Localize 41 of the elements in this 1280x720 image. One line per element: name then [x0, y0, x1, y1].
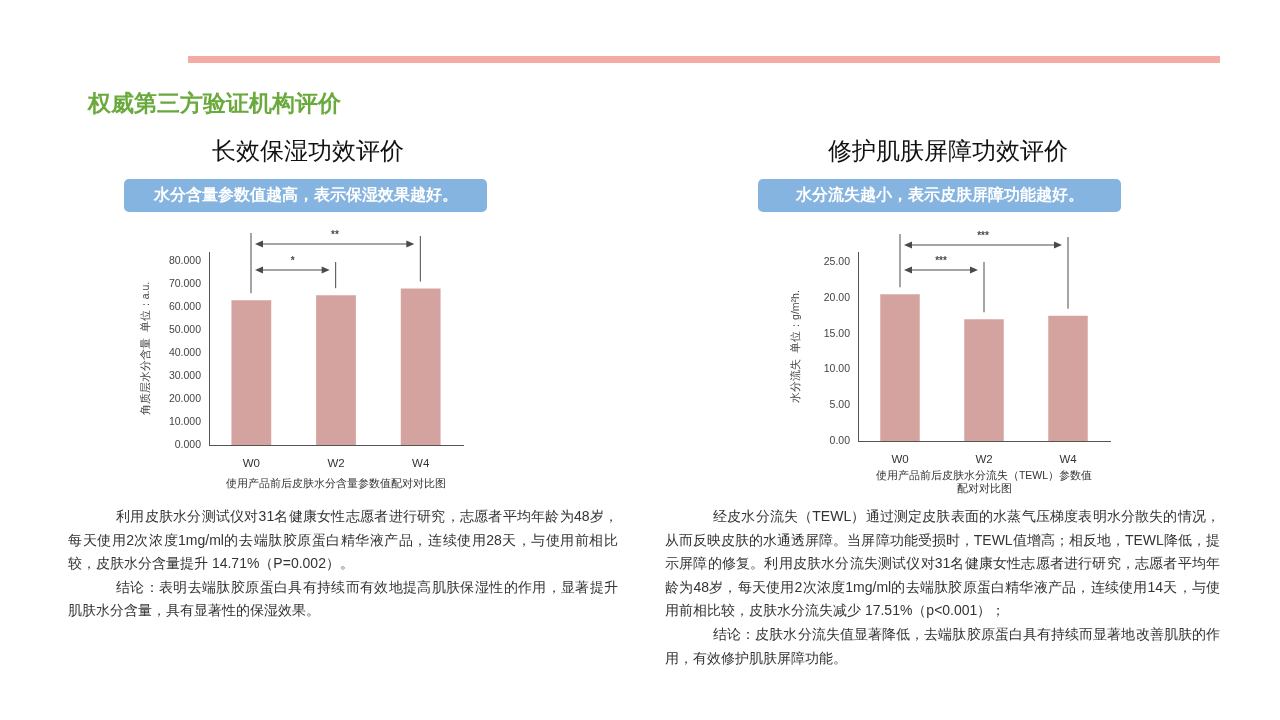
chart-title: 修护肌肤屏障功效评价 — [827, 136, 1069, 166]
y-tick-label: 10.00 — [823, 362, 851, 375]
text: *** — [977, 230, 989, 241]
y-tick-label: 0.000 — [174, 437, 202, 450]
x-axis-title: 使用产品前后皮肤水分含量参数值配对对比图 — [226, 476, 446, 489]
text: 经皮水分流失（TEWL）通过测定皮肤表面的水蒸气压梯度表明水分散失的情况，从而反映皮肤的水通透屏障。当屏障功能受损时，TEWL值增高；相反地，TEWL降低，提示屏障的修复。利用皮肤水分流失测试仪对31名健康女性志愿者进行研究，志愿者平均年龄为48岁，每天使用2次浓度1mg/ml的去端肽胶原蛋白精华液产品，连续使用14天，与使用前相比较，皮肤水分流失减少 17.51%（p<0.001）； — [665, 507, 1220, 621]
y-tick-label: 20.000 — [168, 391, 202, 404]
y-tick-label: 60.000 — [168, 300, 202, 313]
x-tick-label: W0 — [242, 457, 260, 470]
y-tick-label: 25.00 — [823, 254, 851, 267]
chart-title: 长效保湿功效评价 — [211, 136, 405, 166]
text: ** — [331, 229, 339, 240]
text: 权威第三方验证机构评价 — [88, 89, 341, 118]
y-tick-label: 20.00 — [823, 290, 851, 303]
bar — [1048, 315, 1088, 441]
text: 结论：皮肤水分流失值显著降低，去端肽胶原蛋白具有持续而显著地改善肌肤的作用，有效修护肌肤屏障功能。 — [665, 624, 1220, 668]
annotation: * — [290, 255, 295, 266]
chart-subtitle: 水分含量参数值越高，表示保湿效果越好。 — [124, 179, 487, 212]
x-tick-label: W4 — [412, 457, 430, 470]
x-tick-label: W2 — [975, 453, 993, 466]
x-tick-label: W0 — [891, 453, 909, 466]
y-tick-label: 50.000 — [168, 323, 202, 336]
text: 利用皮肤水分测试仪对31名健康女性志愿者进行研究，志愿者平均年龄为48岁，每天使用2次浓度1mg/ml的去端肽胶原蛋白精华液产品，连续使用28天，与使用前相比较，皮肤水分含量提升 14.71%（P=0.002）。 — [68, 507, 618, 574]
y-tick-label: 70.000 — [168, 277, 202, 290]
y-axis-title: 水分流失 单位：g/m²h. — [789, 290, 802, 403]
y-axis-title: 角质层水分含量 单位：a.u. — [139, 281, 152, 416]
bar — [964, 319, 1004, 441]
text: 结论：表明去端肽胶原蛋白具有持续而有效地提高肌肤保湿性的作用，显著提升肌肤水分含量，具有显著性的保湿效果。 — [68, 577, 618, 621]
y-tick-label: 15.00 — [823, 326, 851, 339]
y-tick-label: 30.000 — [168, 368, 202, 381]
y-tick-label: 5.00 — [829, 398, 851, 411]
x-tick-label: W4 — [1059, 453, 1078, 466]
annotation: *** — [935, 255, 947, 266]
chart-subtitle: 水分流失越小，表示皮肤屏障功能越好。 — [758, 179, 1121, 212]
x-tick-label: W2 — [327, 457, 345, 470]
x-axis-title: 使用产品前后皮肤水分流失（TEWL）参数值配对对比图 — [875, 468, 1093, 494]
y-tick-label: 80.000 — [168, 254, 202, 267]
y-tick-label: 10.000 — [168, 414, 202, 427]
y-tick-label: 40.000 — [168, 345, 202, 358]
bar — [880, 294, 920, 441]
y-tick-label: 0.00 — [829, 433, 851, 446]
